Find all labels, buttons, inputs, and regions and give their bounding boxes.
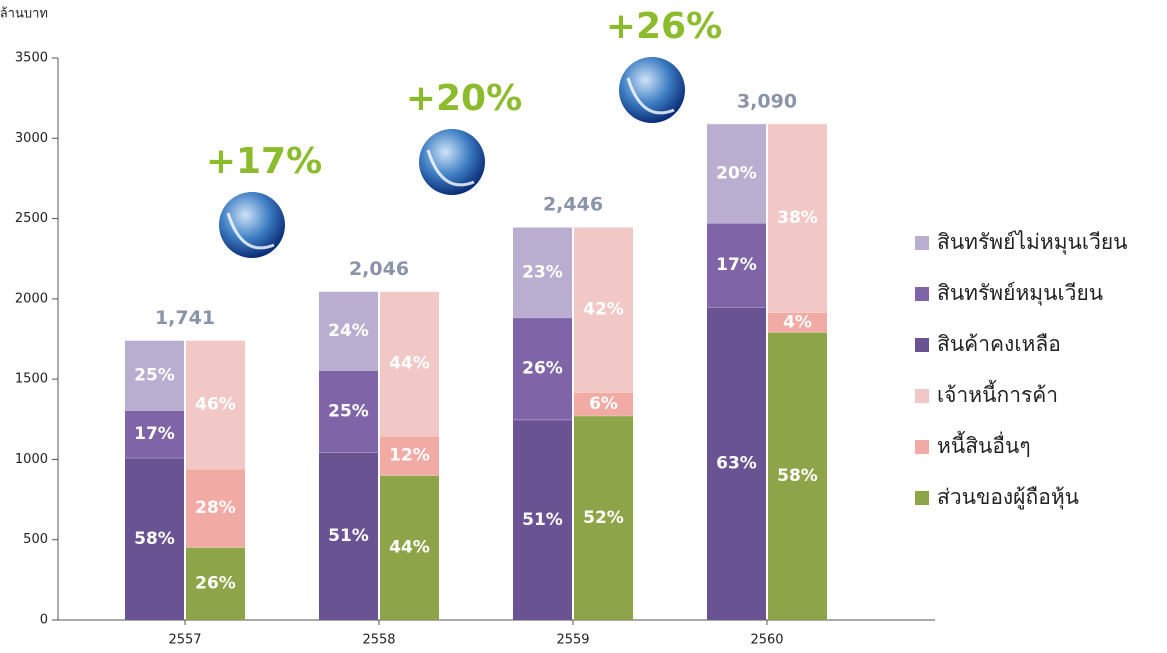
y-tick-label: 0 xyxy=(40,613,48,628)
y-tick-label: 1500 xyxy=(15,372,48,387)
legend-swatch xyxy=(915,338,929,352)
growth-label: +26% xyxy=(606,6,722,47)
segment-label: 26% xyxy=(195,574,236,594)
segment-label: 17% xyxy=(716,255,757,275)
legend-swatch xyxy=(915,389,929,403)
total-label: 2,446 xyxy=(543,194,603,216)
segment-label: 46% xyxy=(195,395,236,415)
segment-label: 20% xyxy=(716,163,757,183)
segment-label: 28% xyxy=(195,498,236,518)
segment-label: 63% xyxy=(716,454,757,474)
chart: ล้านบาท 0 500 1000 1500 2000 2500 3000 3500 2557… xyxy=(0,0,1167,653)
globe-icon xyxy=(619,57,685,123)
legend-swatch xyxy=(915,287,929,301)
segment-label: 51% xyxy=(522,510,563,530)
segment-label: 6% xyxy=(589,394,618,414)
y-axis-label: ล้านบาท xyxy=(0,7,48,22)
y-tick-label: 1000 xyxy=(15,452,48,467)
segment-label: 58% xyxy=(777,466,818,486)
segment-label: 25% xyxy=(134,365,175,385)
y-tick-label: 2000 xyxy=(15,291,48,306)
legend-swatch xyxy=(915,491,929,505)
segment-label: 44% xyxy=(389,538,430,558)
segment-label: 25% xyxy=(328,401,369,421)
legend-label: สินทรัพย์ไม่หมุนเวียน xyxy=(937,230,1128,255)
globe-icon xyxy=(419,129,485,195)
x-tick-label: 2560 xyxy=(750,633,783,648)
segment-label: 52% xyxy=(583,508,624,528)
total-label: 1,741 xyxy=(155,307,215,329)
segment-label: 17% xyxy=(134,424,175,444)
segment-label: 24% xyxy=(328,321,369,341)
legend-label: ส่วนของผู้ถือหุ้น xyxy=(937,485,1079,510)
legend-label: สินทรัพย์หมุนเวียน xyxy=(937,281,1103,306)
segment-label: 26% xyxy=(522,359,563,379)
growth-label: +20% xyxy=(406,78,522,119)
globe-icon xyxy=(219,192,285,258)
segment-label: 12% xyxy=(389,446,430,466)
legend-label: สินค้าคงเหลือ xyxy=(937,332,1061,356)
legend-label: เจ้าหนี้การค้า xyxy=(937,380,1058,407)
total-label: 3,090 xyxy=(737,90,797,112)
legend-swatch xyxy=(915,440,929,454)
x-tick-label: 2557 xyxy=(168,633,201,648)
segment-label: 4% xyxy=(783,312,812,332)
segment-label: 44% xyxy=(389,354,430,374)
segment-label: 23% xyxy=(522,262,563,282)
legend-swatch xyxy=(915,236,929,250)
x-tick-label: 2558 xyxy=(362,633,395,648)
segment-label: 38% xyxy=(777,208,818,228)
segment-label: 58% xyxy=(134,529,175,549)
legend-label: หนี้สินอื่นๆ xyxy=(937,431,1031,458)
total-label: 2,046 xyxy=(349,258,409,280)
y-tick-label: 3000 xyxy=(15,131,48,146)
segment-label: 42% xyxy=(583,300,624,320)
x-tick-label: 2559 xyxy=(556,633,589,648)
y-tick-label: 3500 xyxy=(15,51,48,66)
segment-label: 51% xyxy=(328,526,369,546)
growth-label: +17% xyxy=(206,141,322,182)
y-tick-label: 500 xyxy=(23,532,48,547)
y-tick-label: 2500 xyxy=(15,211,48,226)
